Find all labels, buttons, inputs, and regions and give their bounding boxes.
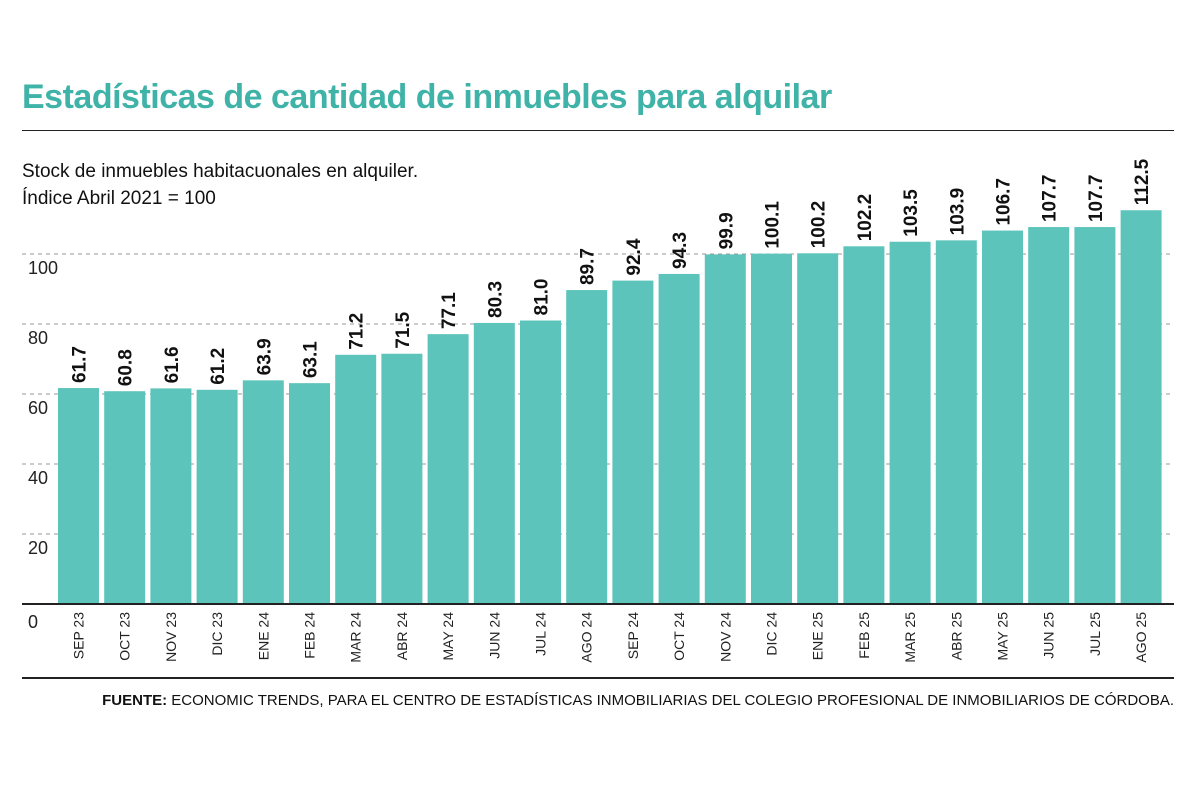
bar [612, 280, 654, 604]
x-tick-label: JUN 25 [1041, 612, 1057, 659]
bar [982, 230, 1023, 605]
x-tick-label: FEB 25 [856, 612, 872, 659]
bar [104, 391, 146, 604]
bar [935, 240, 977, 604]
x-tick-label: ENE 25 [810, 612, 826, 660]
x-tick-label: MAR 24 [348, 612, 364, 663]
x-tick-label: OCT 24 [671, 612, 687, 661]
data-label: 100.1 [763, 201, 784, 249]
x-tick-label: DIC 24 [764, 612, 780, 656]
data-label: 107.7 [1040, 175, 1061, 223]
x-tick-label: JUN 24 [486, 612, 502, 659]
bar [381, 353, 423, 604]
data-label: 100.2 [809, 201, 830, 249]
bar [704, 254, 746, 604]
bar [797, 253, 839, 605]
y-tick-label: 80 [28, 328, 48, 348]
footer-divider [22, 677, 1174, 679]
x-tick-label: JUL 25 [1087, 612, 1103, 656]
bar [242, 380, 284, 604]
bar [843, 246, 885, 605]
bar [473, 322, 515, 604]
x-tick-label: NOV 23 [163, 612, 179, 662]
data-label: 71.5 [393, 311, 414, 348]
x-tick-label: OCT 23 [117, 612, 133, 661]
x-tick-label: FEB 24 [302, 612, 318, 659]
data-label: 77.1 [439, 292, 460, 329]
bar [58, 388, 99, 604]
bar [1028, 227, 1070, 605]
x-tick-label: JUL 24 [533, 612, 549, 656]
bar-chart: 0 20 40 60 80 100 61.7 SEP 23 60.8 OCT 23 61.6 NOV … [22, 158, 1174, 663]
chart-subtitle: Stock de inmuebles habitacuonales en alq… [22, 158, 418, 212]
subtitle-line-2: Índice Abril 2021 = 100 [22, 188, 216, 209]
chart-title: Estadísticas de cantidad de inmuebles pa… [22, 78, 832, 116]
subtitle-line-1: Stock de inmuebles habitacuonales en alq… [22, 161, 419, 182]
x-tick-label: ENE 24 [255, 612, 271, 660]
x-tick-label: ABR 24 [394, 612, 410, 660]
data-label: 61.7 [70, 346, 91, 383]
data-label: 94.3 [670, 232, 691, 269]
data-label: 92.4 [624, 238, 645, 275]
title-divider [22, 130, 1174, 131]
y-tick-label: 100 [28, 258, 58, 278]
data-label: 89.7 [578, 248, 599, 285]
y-tick-label: 40 [28, 468, 48, 488]
data-label: 103.9 [947, 188, 968, 236]
bar [658, 273, 700, 604]
bar [1074, 227, 1116, 605]
x-tick-label: DIC 23 [209, 612, 225, 656]
bar [751, 253, 792, 604]
data-label: 61.6 [162, 346, 183, 383]
bar [889, 241, 931, 604]
bar [289, 383, 330, 604]
bar [335, 354, 377, 604]
bar [566, 290, 608, 604]
data-label: 71.2 [347, 313, 368, 350]
y-tick-label: 60 [28, 398, 48, 418]
data-label: 81.0 [532, 279, 553, 316]
bar [520, 320, 561, 604]
data-label: 106.7 [994, 178, 1015, 226]
x-tick-label: AGO 24 [579, 612, 595, 663]
source-note: FUENTE: ECONOMIC TRENDS, PARA EL CENTRO … [102, 692, 1174, 709]
data-label: 102.2 [855, 194, 876, 242]
data-label: 63.1 [301, 341, 322, 378]
bar [1120, 210, 1162, 604]
data-label: 99.9 [716, 212, 737, 249]
bar [427, 334, 469, 604]
data-label: 103.5 [901, 189, 922, 237]
x-tick-label: MAY 25 [995, 612, 1011, 661]
x-tick-label: NOV 24 [717, 612, 733, 662]
data-label: 61.2 [208, 348, 229, 385]
source-label: FUENTE: [102, 692, 168, 709]
data-label: 60.8 [116, 349, 137, 386]
y-tick-label: 20 [28, 538, 48, 558]
x-tick-label: SEP 23 [71, 612, 87, 659]
source-text: ECONOMIC TRENDS, PARA EL CENTRO DE ESTAD… [171, 692, 1174, 709]
y-tick-label: 0 [28, 612, 38, 632]
x-tick-label: SEP 24 [625, 612, 641, 659]
x-tick-label: MAR 25 [902, 612, 918, 663]
data-label: 63.9 [254, 338, 275, 375]
bar [196, 389, 238, 604]
x-tick-label: MAY 24 [440, 612, 456, 661]
data-label: 112.5 [1132, 158, 1153, 205]
data-label: 107.7 [1086, 175, 1107, 223]
bar [150, 388, 192, 604]
data-label: 80.3 [485, 281, 506, 318]
x-tick-label: ABR 25 [948, 612, 964, 660]
x-tick-label: AGO 25 [1133, 612, 1149, 663]
